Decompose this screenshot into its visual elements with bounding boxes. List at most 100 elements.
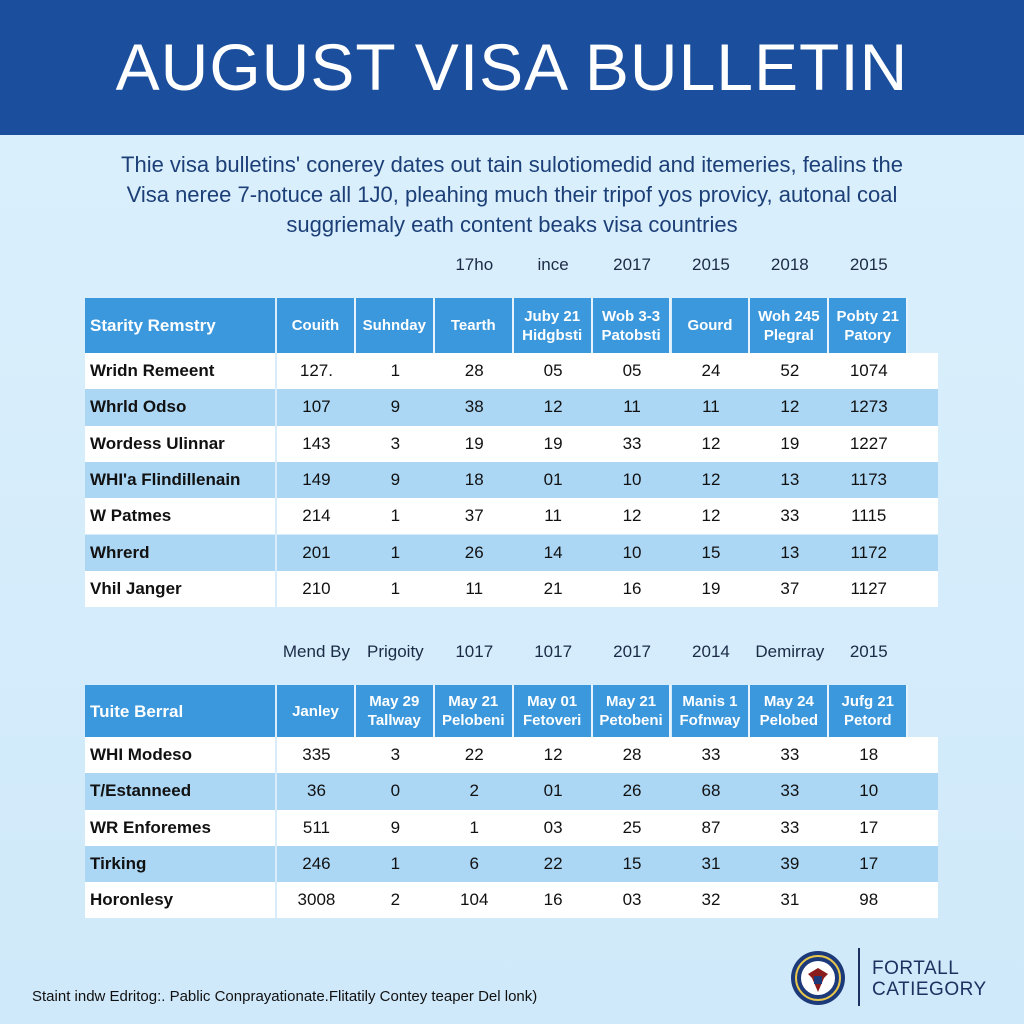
table-cell: 24 [701,361,721,381]
table-row [85,498,938,535]
table-cell: 246 [302,854,331,874]
table-cell: 511 [302,817,330,837]
column-header: Gourd [671,298,751,353]
table-cell: 6 [469,854,479,874]
table-cell: 39 [780,854,800,874]
table-cell: 19 [701,578,721,598]
table-cell: 127. [299,361,333,381]
table-cell: 1 [390,506,401,526]
table-cell: 13 [780,542,800,562]
table-cell: 149 [302,470,331,490]
table-cell: 9 [390,470,401,490]
table-cell: 19 [464,433,484,453]
column-header: Couith [277,298,356,353]
table-cell: 33 [780,817,800,837]
column-group-label: 2018 [770,255,809,274]
table-cell: 01 [543,470,563,490]
table-row [85,389,938,426]
table-cell: 37 [464,506,484,526]
table-cell: 11 [544,506,562,526]
table-cell: 335 [302,745,331,765]
table-cell: 15 [701,542,721,562]
column-header: May 24 Pelobed [750,685,830,737]
column-group-label: 2015 [849,255,888,274]
table-cell: 05 [622,361,642,381]
table-cell: 10 [622,542,642,562]
intro-line: Thie visa bulletins' conerey dates out t… [121,152,903,177]
table-cell: 107 [302,397,331,417]
table-cell: 33 [780,745,800,765]
table-cell: 214 [302,506,331,526]
table-cell: 210 [302,578,331,598]
row-label: Whrld Odso [85,389,277,426]
table-cell: 26 [622,781,642,801]
row-label: T/Estanneed [85,773,277,810]
table-cell: 68 [701,781,721,801]
column-header: Suhnday [355,298,435,353]
table-cell: 12 [701,470,721,490]
column-header: May 01 Fetoveri [513,685,593,737]
table-cell: 201 [302,542,331,562]
table-cell: 1074 [849,361,888,381]
table-cell: 22 [464,745,484,765]
table-row [85,737,938,774]
column-header: Wob 3-3 Patobsti [592,298,672,353]
table-cell: 1115 [851,506,887,526]
table-row [85,845,938,883]
table-cell: 10 [859,781,879,801]
table-row [85,773,938,810]
column-header: Woh 245 Plegral [750,298,830,353]
seal-icon [791,951,845,1005]
table-row [85,353,938,390]
table-cell: 28 [622,745,642,765]
column-group-label: 2017 [613,642,651,661]
table-cell: 3008 [297,890,336,910]
row-label: WR Enforemes [85,809,277,846]
table-cell: 21 [543,578,563,598]
column-group-label: 1017 [455,642,494,661]
table-cell: 98 [859,890,879,910]
table-cell: 2 [390,890,401,910]
column-group-label: 2015 [849,642,888,661]
table-cell: 19 [543,433,563,453]
table-cell: 52 [780,361,800,381]
table-cell: 12 [543,745,563,765]
table-cell: 1172 [850,542,888,562]
table-cell: 1173 [850,470,888,490]
table-cell: 18 [859,745,879,765]
table-cell: 16 [622,578,642,598]
table-cell: 11 [623,397,641,417]
column-header: May 29 Tallway [355,685,435,737]
table-cell: 22 [543,854,563,874]
table-cell: 9 [390,817,401,837]
table-cell: 10 [622,470,642,490]
column-header: Manis 1 Fofnway [671,685,751,737]
row-label: Whrerd [85,534,277,571]
table-cell: 12 [780,397,800,417]
table-cell: 26 [464,542,484,562]
table-cell: 1273 [849,397,888,417]
table-cell: 1 [390,542,401,562]
table-row [85,570,938,608]
table-cell: 05 [543,361,563,381]
column-group-label: ince [537,255,569,274]
table-cell: 14 [543,542,563,562]
table-cell: 87 [701,817,721,837]
table-cell: 25 [622,817,642,837]
table-cell: 1 [390,578,401,598]
column-header: Juby 21 Hidgbsti [513,298,593,353]
column-group-label: 2015 [692,255,730,274]
column-header: Tearth [434,298,514,353]
table-cell: 16 [543,890,563,910]
row-label: WHI Modeso [85,737,277,774]
column-group-label: Demirray [755,642,825,661]
intro-line: suggriemaly eath content beaks visa coun… [286,212,738,237]
table-cell: 36 [306,781,326,801]
table-cell: 31 [780,890,800,910]
column-header: Tuite Berral [85,685,277,737]
column-header: Janley [277,685,356,737]
table-row [85,461,938,499]
table-cell: 12 [701,506,721,526]
column-header: May 21 Petobeni [592,685,672,737]
table-cell: 3 [390,745,401,765]
